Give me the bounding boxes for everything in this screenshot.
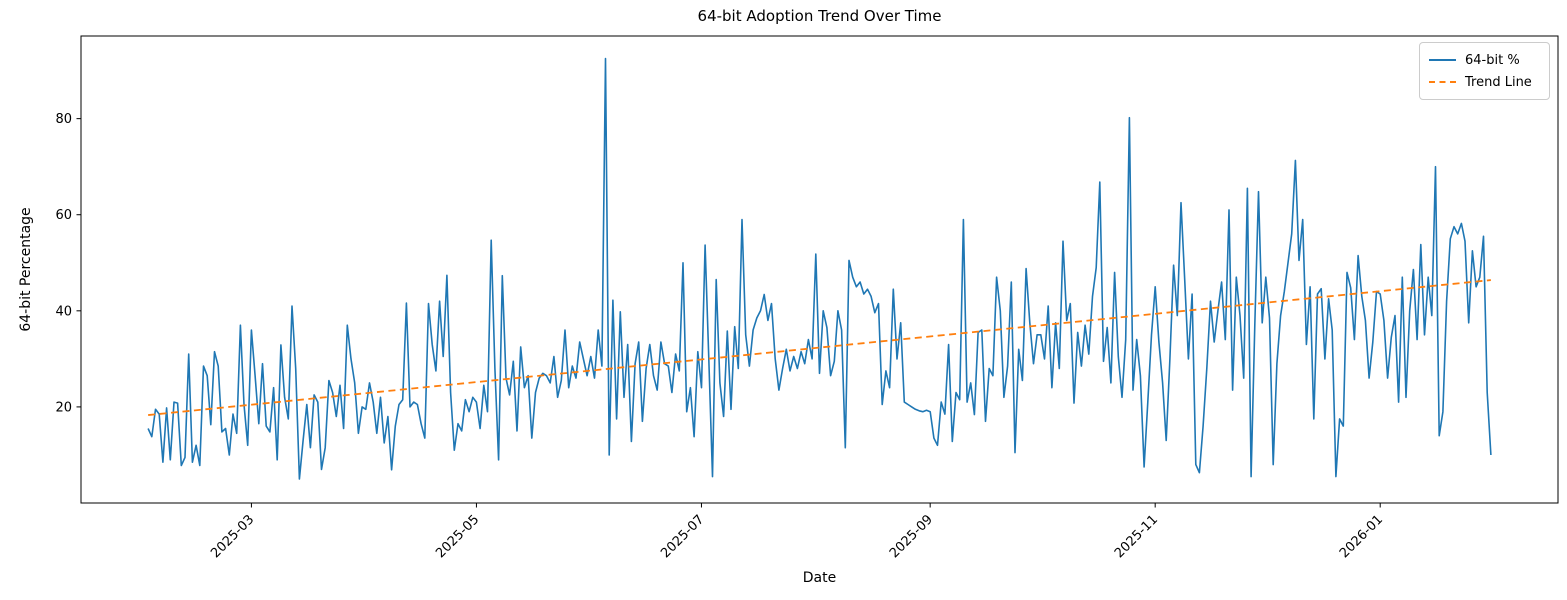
- x-tick-label: 2025-09: [887, 512, 936, 561]
- y-axis-label: 64-bit Percentage: [18, 207, 34, 331]
- x-axis-label: Date: [803, 570, 836, 586]
- x-tick-label: 2025-05: [433, 512, 482, 561]
- y-tick-label: 20: [55, 400, 72, 415]
- x-tick-label: 2025-03: [208, 512, 257, 561]
- y-tick-label: 60: [55, 208, 72, 223]
- line-swatch-dashed-icon: [1429, 81, 1456, 83]
- x-tick-label: 2026-01: [1337, 512, 1386, 561]
- legend: 64-bit % Trend Line: [1419, 42, 1550, 100]
- y-tick-label: 40: [55, 304, 72, 319]
- legend-item-series: 64-bit %: [1429, 49, 1539, 71]
- x-tick-label: 2025-11: [1112, 512, 1161, 561]
- legend-label-trend: Trend Line: [1465, 74, 1532, 90]
- chart-title: 64-bit Adoption Trend Over Time: [697, 7, 942, 25]
- x-tick-label: 2025-07: [658, 512, 707, 561]
- legend-label-series: 64-bit %: [1465, 52, 1520, 68]
- legend-item-trend: Trend Line: [1429, 71, 1539, 93]
- y-tick-label: 80: [55, 112, 72, 127]
- line-swatch-solid-icon: [1429, 59, 1456, 61]
